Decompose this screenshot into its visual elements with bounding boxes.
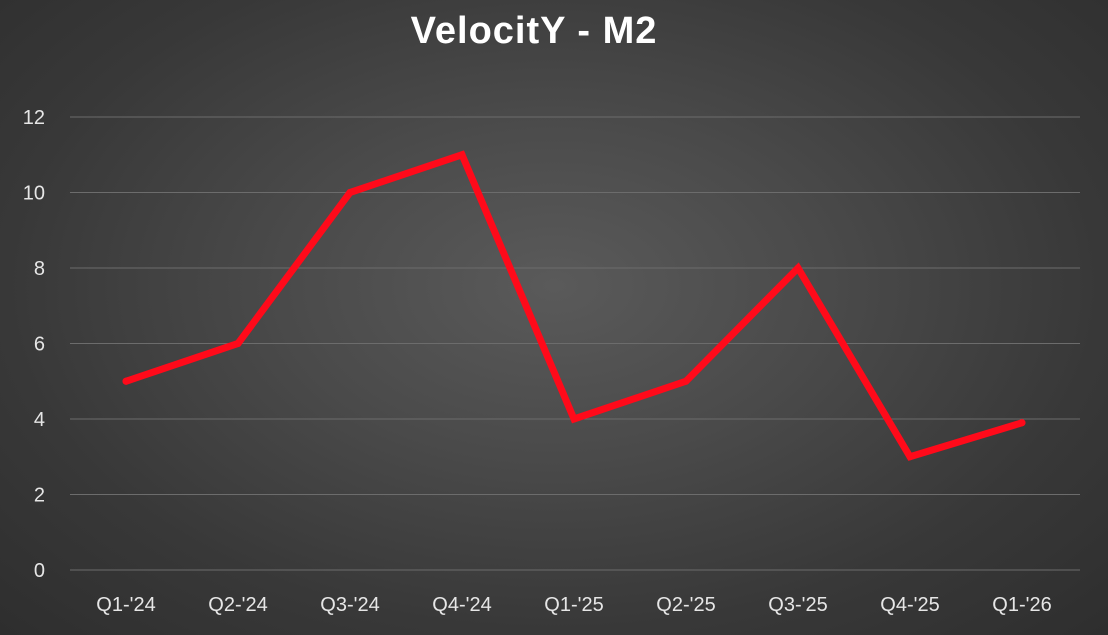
x-tick-label: Q3-'25 [768,594,827,616]
x-tick-label: Q2-'24 [208,594,267,616]
y-tick-label: 6 [34,334,45,356]
data-point [234,340,242,347]
y-tick-label: 12 [23,107,45,129]
y-tick-label: 2 [34,485,45,507]
data-point [122,377,130,385]
x-tick-label: Q4-'25 [880,594,939,616]
chart-title: VelocitY - M2 [410,10,658,52]
data-point [346,189,354,196]
y-tick-label: 10 [23,183,45,205]
x-tick-label: Q1-'25 [544,594,603,616]
series-line [122,150,1026,461]
y-tick-label: 0 [34,560,45,582]
data-point [682,377,690,385]
data-point [794,264,802,272]
data-point [906,453,914,461]
x-tick-label: Q1-'24 [96,594,155,616]
y-tick-label: 4 [34,409,45,431]
data-point [1018,419,1026,427]
data-point [570,415,578,423]
data-point [458,151,466,159]
x-tick-label: Q2-'25 [656,594,715,616]
y-tick-label: 8 [34,258,45,280]
x-tick-label: Q3-'24 [320,594,379,616]
x-tick-label: Q1-'26 [992,594,1051,616]
x-tick-label: Q4-'24 [432,594,491,616]
